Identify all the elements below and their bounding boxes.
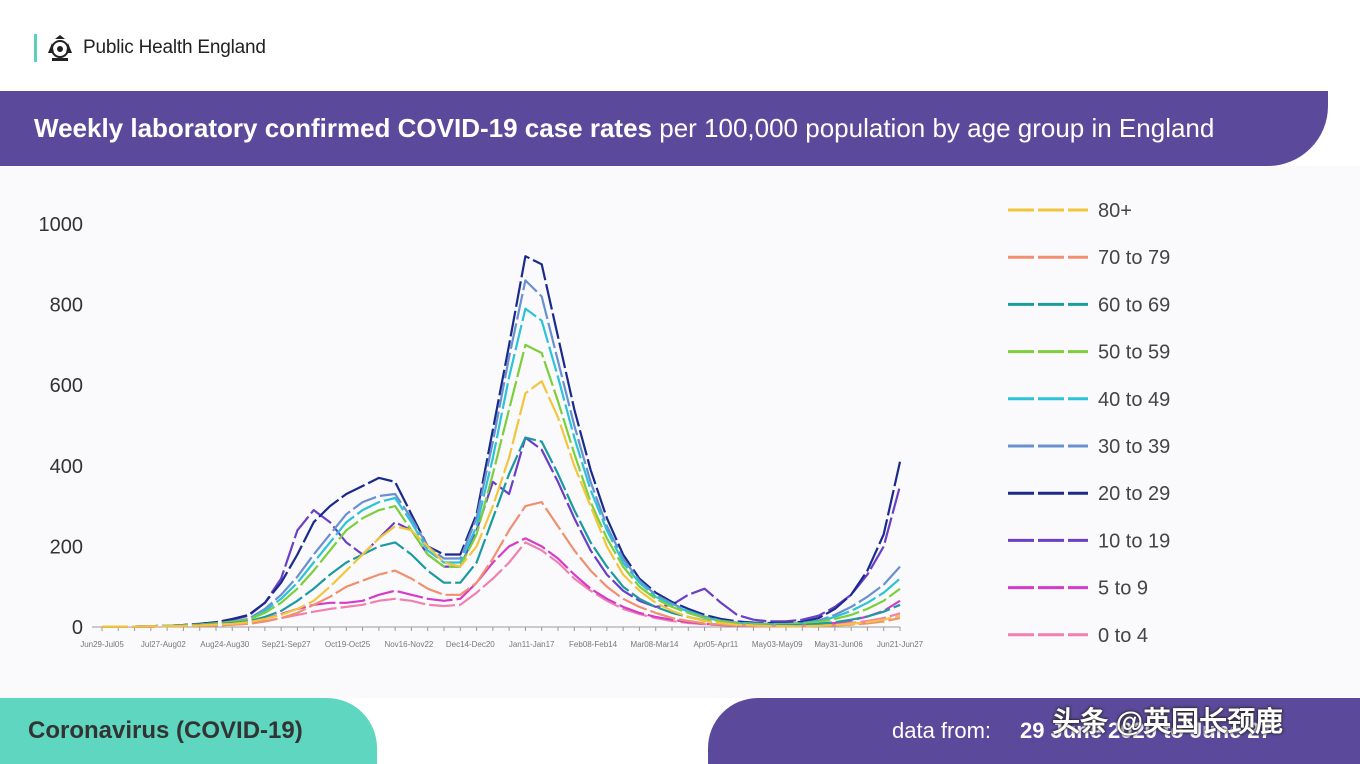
legend: 80+ 70 to 79 60 to 69 50 to 59 40 to 49 30 to…	[1008, 200, 1170, 647]
y-tick-label: 200	[50, 536, 83, 558]
y-tick-label: 400	[50, 456, 83, 478]
legend-label-70-to-79: 70 to 79	[1098, 247, 1170, 269]
watermark: 头条 @英国长颈鹿	[1052, 706, 1284, 737]
legend-label-10-to-19: 10 to 19	[1098, 530, 1170, 552]
series-line-40-to-49	[102, 307, 901, 628]
x-tick-label: May31-Jun06	[814, 640, 863, 649]
x-tick-label: Nov16-Nov22	[384, 640, 433, 649]
topic-label: Coronavirus (COVID-19)	[28, 717, 303, 744]
chart-title-bold: Weekly laboratory confirmed COVID-19 cas…	[34, 113, 652, 143]
x-tick-label: Jul27-Aug02	[141, 640, 186, 649]
legend-label-50-to-59: 50 to 59	[1098, 342, 1170, 364]
org-name: Public Health England	[83, 37, 266, 58]
chart-title-rest: per 100,000 population by age group in E…	[659, 113, 1215, 143]
line-chart: 0 200 400 600 800 1000 Jun29-Jul05 Jul27-Aug02…	[39, 200, 1171, 649]
x-tick-label: Aug24-Aug30	[200, 640, 249, 649]
series-line-70-to-79	[102, 501, 901, 628]
y-tick-label: 1000	[39, 214, 84, 236]
series-line-5-to-9	[102, 537, 901, 628]
top-bar: Public Health England	[0, 0, 1360, 92]
legend-label-80plus: 80+	[1098, 200, 1132, 222]
x-tick-label: Jan11-Jan17	[509, 640, 555, 649]
x-tick-label: Jun21-Jun27	[877, 640, 924, 649]
y-tick-label: 0	[72, 617, 83, 639]
logo-divider	[34, 34, 37, 62]
y-axis: 0 200 400 600 800 1000	[39, 214, 84, 639]
data-from-value: 29 June 2020 to June 27	[1020, 718, 1272, 743]
royal-crest-icon	[48, 35, 72, 61]
y-tick-label: 600	[50, 375, 83, 397]
series-line-10-to-19	[102, 436, 902, 628]
legend-label-0-to-4: 0 to 4	[1098, 625, 1148, 647]
topic-panel: Coronavirus (COVID-19)	[0, 698, 377, 764]
x-tick-label: Sep21-Sep27	[262, 640, 311, 649]
x-axis: Jun29-Jul05 Jul27-Aug02 Aug24-Aug30 Sep21-S…	[80, 626, 924, 649]
series-line-30-to-39	[102, 279, 901, 628]
x-tick-label: Feb08-Feb14	[569, 640, 618, 649]
legend-label-60-to-69: 60 to 69	[1098, 294, 1170, 316]
data-from-label: data from:	[892, 718, 992, 743]
title-banner: Weekly laboratory confirmed COVID-19 cas…	[0, 91, 1328, 166]
x-tick-label: Jun29-Jul05	[80, 640, 124, 649]
series-line-20-to-29	[102, 255, 902, 628]
x-tick-label: Dec14-Dec20	[446, 640, 495, 649]
date-panel: data from: 29 June 2020 to June 27	[708, 698, 1360, 764]
series-line-80plus	[102, 380, 901, 628]
x-tick-label: Apr05-Apr11	[693, 640, 738, 649]
x-tick-label: May03-May09	[752, 640, 803, 649]
legend-label-40-to-49: 40 to 49	[1098, 389, 1170, 411]
legend-label-5-to-9: 5 to 9	[1098, 578, 1148, 600]
series-lines	[102, 255, 902, 628]
x-tick-label: Mar08-Mar14	[630, 640, 679, 649]
x-tick-label: Oct19-Oct25	[325, 640, 371, 649]
legend-label-20-to-29: 20 to 29	[1098, 483, 1170, 505]
legend-label-30-to-39: 30 to 39	[1098, 436, 1170, 458]
chart-title: Weekly laboratory confirmed COVID-19 cas…	[34, 91, 1214, 166]
y-tick-label: 800	[50, 295, 83, 317]
series-line-60-to-69	[102, 436, 901, 628]
